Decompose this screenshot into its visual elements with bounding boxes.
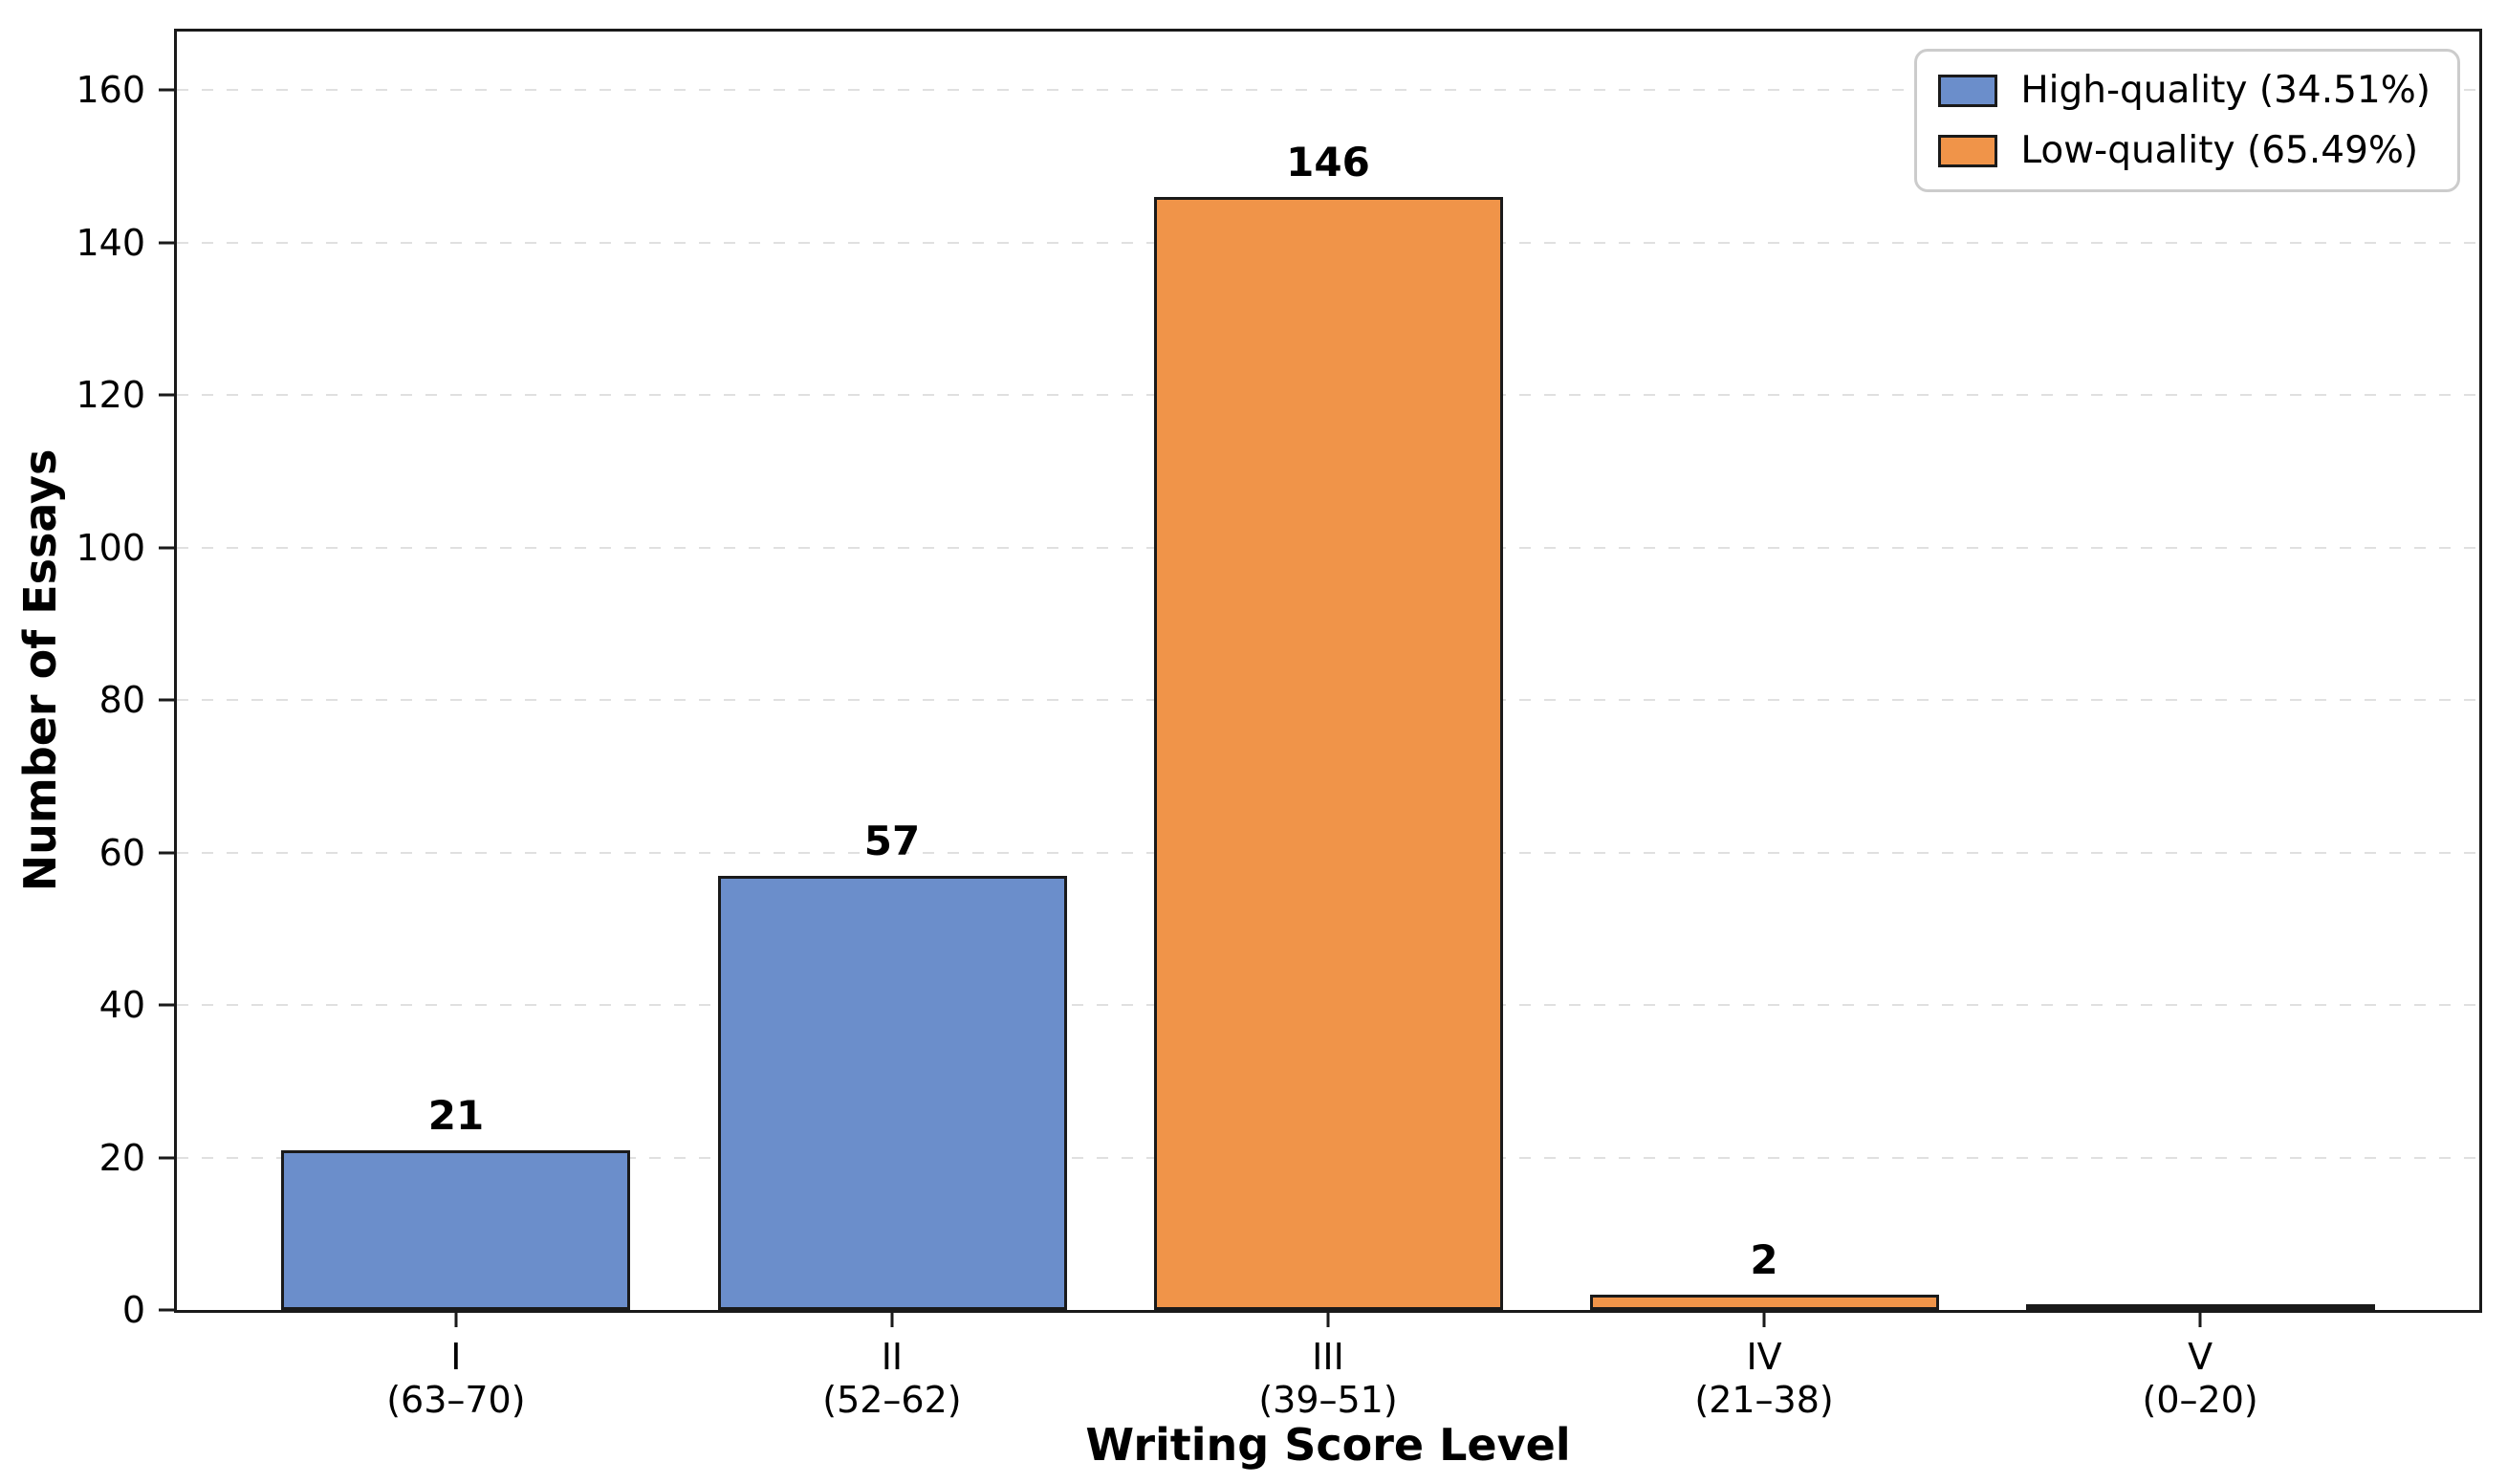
x-tick-label: IV (21–38) <box>1694 1336 1833 1422</box>
bar-value-label: 146 <box>1286 139 1370 186</box>
x-tick-range: (0–20) <box>2142 1378 2258 1421</box>
x-tick-label: III (39–51) <box>1258 1336 1397 1422</box>
x-tick-level: III <box>1312 1336 1344 1378</box>
bar-II <box>718 876 1067 1310</box>
x-tick-range: (39–51) <box>1258 1378 1398 1421</box>
y-tick-mark <box>159 241 174 245</box>
x-tick-range: (63–70) <box>386 1378 526 1421</box>
y-tick-label: 120 <box>76 374 145 417</box>
plot-area: 21 57 146 2 High-quality (34.51%) Low-qualit… <box>174 29 2482 1313</box>
x-tick-range: (52–62) <box>822 1378 962 1421</box>
y-tick-mark <box>159 1308 174 1312</box>
x-tick-mark <box>454 1313 458 1327</box>
x-tick-mark <box>1762 1313 1766 1327</box>
y-axis-title: Number of Essays <box>14 448 66 892</box>
x-tick-label: I (63–70) <box>386 1336 525 1422</box>
bar-III <box>1154 197 1503 1310</box>
y-tick-label: 80 <box>98 679 145 722</box>
x-tick-label: II (52–62) <box>822 1336 961 1422</box>
legend-swatch-icon <box>1938 134 1998 167</box>
x-tick-range: (21–38) <box>1694 1378 1834 1421</box>
y-tick-mark <box>159 88 174 92</box>
x-tick-level: I <box>450 1336 462 1378</box>
y-tick-mark <box>159 851 174 855</box>
y-tick-label: 20 <box>98 1136 145 1179</box>
legend-item: High-quality (34.51%) <box>1938 69 2431 112</box>
bar-value-label: 21 <box>427 1091 485 1139</box>
x-tick-level: V <box>2188 1336 2213 1378</box>
legend: High-quality (34.51%) Low-quality (65.49%… <box>1914 49 2460 192</box>
x-tick-mark <box>1326 1313 1330 1327</box>
x-tick-level: IV <box>1746 1336 1782 1378</box>
y-tick-label: 40 <box>98 984 145 1027</box>
bar-V <box>2026 1304 2375 1310</box>
y-tick-mark <box>159 1156 174 1160</box>
bar-IV <box>1590 1295 1939 1310</box>
y-tick-label: 60 <box>98 831 145 874</box>
y-tick-mark <box>159 393 174 397</box>
y-tick-label: 160 <box>76 69 145 112</box>
x-tick-mark <box>890 1313 894 1327</box>
y-tick-mark <box>159 698 174 702</box>
y-tick-mark <box>159 1003 174 1007</box>
legend-label: Low-quality (65.49%) <box>2020 129 2419 172</box>
gridline <box>177 89 2479 92</box>
legend-label: High-quality (34.51%) <box>2020 69 2431 112</box>
bar-value-label: 57 <box>863 817 921 864</box>
x-tick-label: V (0–20) <box>2143 1336 2258 1422</box>
x-tick-mark <box>2198 1313 2202 1327</box>
y-tick-label: 100 <box>76 526 145 569</box>
legend-swatch-icon <box>1938 74 1998 107</box>
x-tick-level: II <box>881 1336 904 1378</box>
x-axis-title: Writing Score Level <box>1085 1419 1571 1471</box>
legend-item: Low-quality (65.49%) <box>1938 129 2431 172</box>
y-tick-label: 0 <box>121 1289 145 1331</box>
y-tick-label: 140 <box>76 221 145 264</box>
y-tick-mark <box>159 546 174 550</box>
bar-I <box>281 1150 630 1310</box>
bar-value-label: 2 <box>1750 1236 1778 1284</box>
